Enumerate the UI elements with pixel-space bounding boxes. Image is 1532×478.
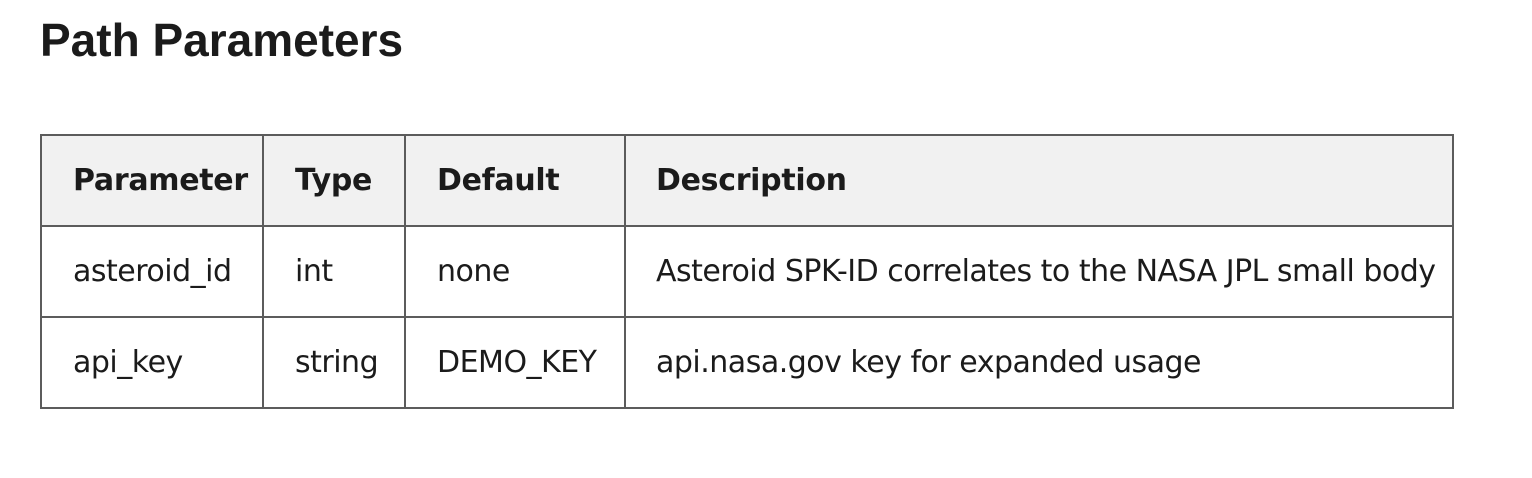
- cell-type: string: [262, 316, 406, 409]
- cell-type: int: [262, 225, 406, 318]
- cell-default: none: [404, 225, 626, 318]
- table-body: asteroid_id int none Asteroid SPK-ID cor…: [40, 225, 1454, 409]
- table-row: asteroid_id int none Asteroid SPK-ID cor…: [40, 225, 1454, 318]
- cell-parameter: api_key: [40, 316, 264, 409]
- column-header-description: Description: [624, 134, 1454, 227]
- cell-default: DEMO_KEY: [404, 316, 626, 409]
- page-title: Path Parameters: [40, 14, 404, 66]
- column-header-type: Type: [262, 134, 406, 227]
- cell-description: Asteroid SPK-ID correlates to the NASA J…: [624, 225, 1454, 318]
- path-parameters-table: Parameter Type Default Description aster…: [40, 134, 1454, 409]
- cell-parameter: asteroid_id: [40, 225, 264, 318]
- table-header: Parameter Type Default Description: [40, 134, 1454, 227]
- column-header-parameter: Parameter: [40, 134, 264, 227]
- column-header-default: Default: [404, 134, 626, 227]
- cell-description: api.nasa.gov key for expanded usage: [624, 316, 1454, 409]
- header-row: Parameter Type Default Description: [40, 134, 1454, 227]
- table-row: api_key string DEMO_KEY api.nasa.gov key…: [40, 316, 1454, 409]
